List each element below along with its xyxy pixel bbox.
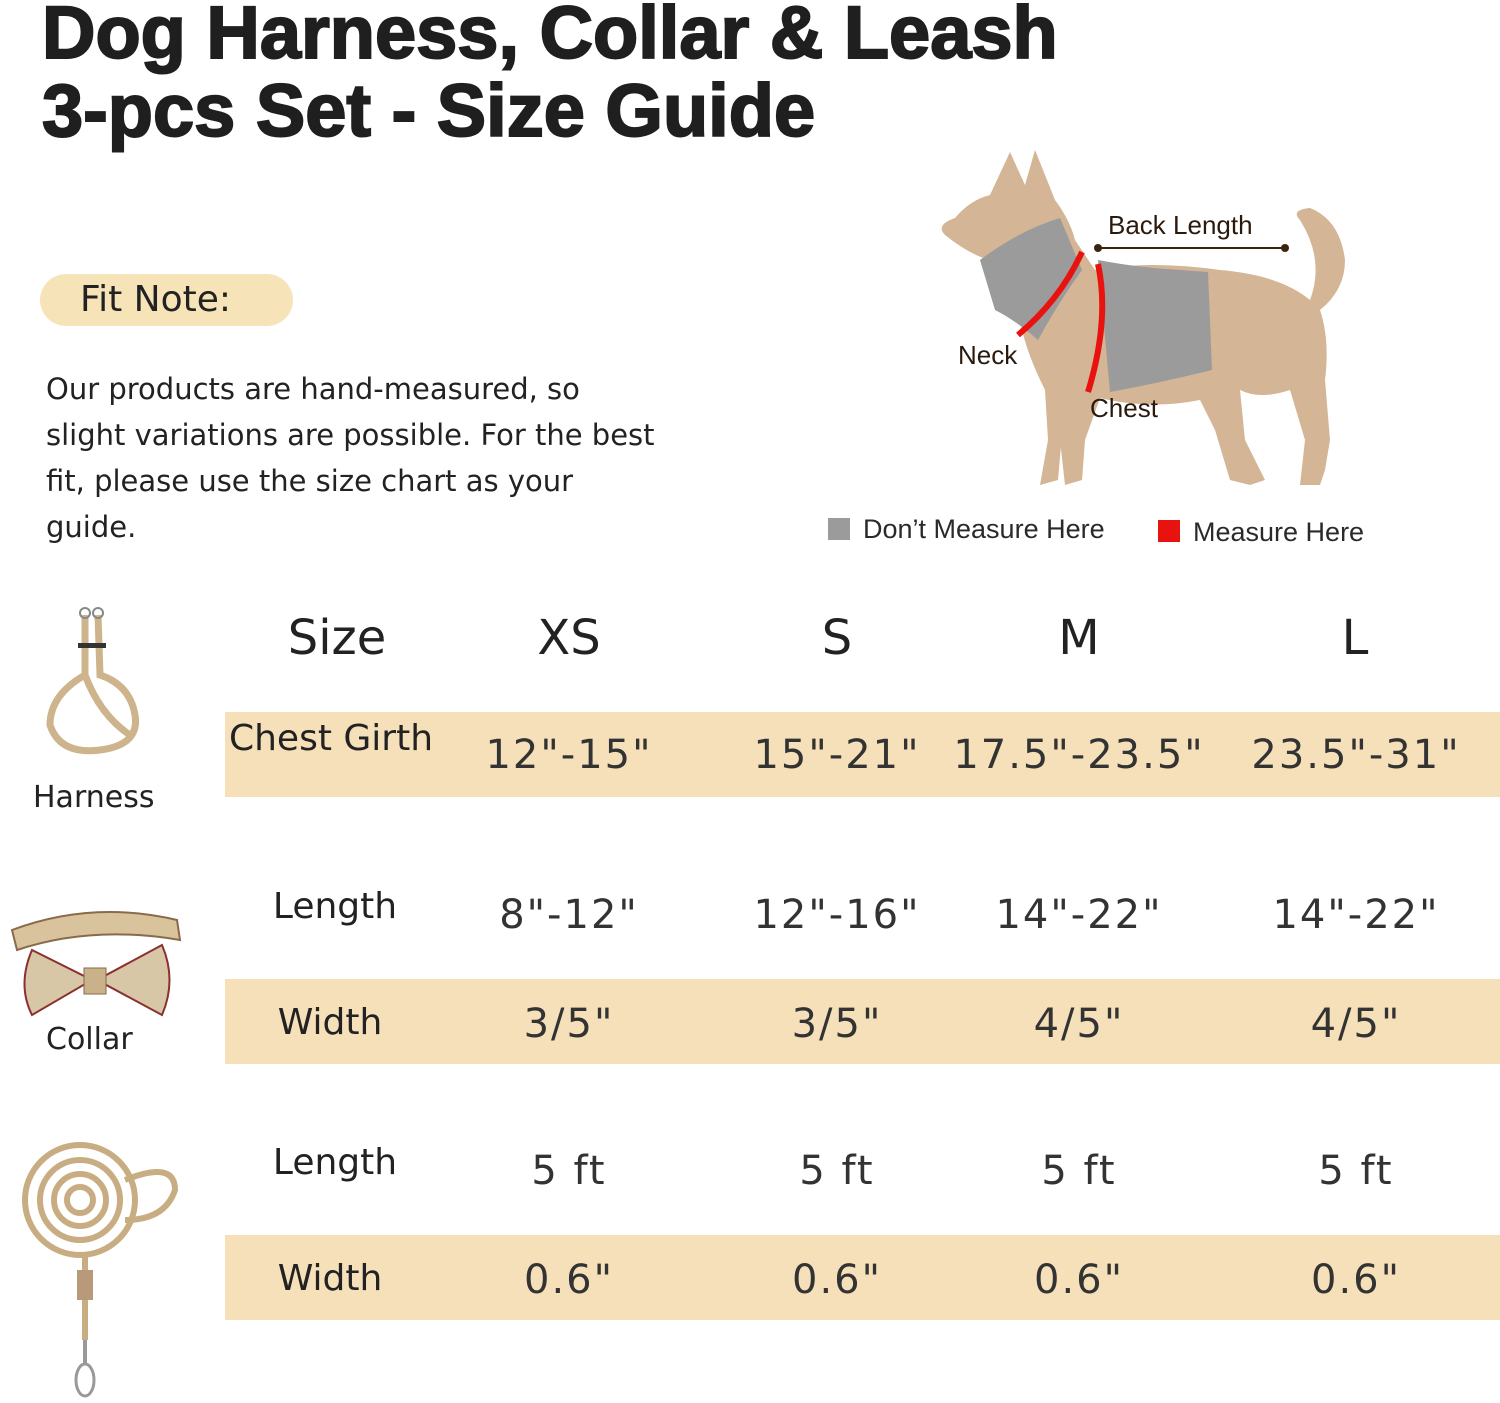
chest-label: Chest [1090,393,1158,423]
row-band [225,1235,1500,1320]
cell: 4/5" [1310,1001,1402,1047]
product-collar: Collar [46,1022,133,1057]
back-length-label: Back Length [1108,210,1253,240]
legend-measure: Measure Here [1193,517,1365,547]
cell: 0.6" [1033,1257,1125,1303]
cell: 12"-15" [485,732,653,778]
cell: 23.5"-31" [1251,732,1461,778]
cell: 4/5" [1033,1001,1125,1047]
cell: 14"-22" [1272,892,1440,938]
fit-note-badge: Fit Note: [40,274,293,326]
header-m: M [1058,610,1100,666]
row-label-leash-width: Width [277,1258,383,1299]
dog-measurement-diagram [941,150,1345,485]
cell: 5 ft [1318,1148,1394,1194]
row-band [225,712,1500,797]
row-band [225,979,1500,1064]
cell: 3/5" [523,1001,615,1047]
cell: 0.6" [1310,1257,1402,1303]
cell: 15"-21" [753,732,921,778]
row-label-leash-length: Length [272,1142,398,1183]
cell: 8"-12" [499,892,639,938]
header-s: S [821,610,853,666]
cell: 0.6" [523,1257,615,1303]
product-harness: Harness [33,780,155,815]
collar-icon [10,911,182,1017]
cell: 5 ft [1041,1148,1117,1194]
page-title: Dog Harness, Collar & Leash 3-pcs Set - … [41,0,1059,152]
cell: 14"-22" [995,892,1163,938]
title-line-1: Dog Harness, Collar & Leash [41,0,1059,74]
legend-dont-measure: Don’t Measure Here [863,514,1105,544]
cell: 12"-16" [753,892,921,938]
fit-note-text: Our products are hand-measured, so sligh… [46,372,655,544]
gray-swatch-icon [828,518,850,540]
header-xs: XS [537,610,601,666]
red-swatch-icon [1158,520,1180,542]
cell: 0.6" [791,1257,883,1303]
title-line-2: 3-pcs Set - Size Guide [41,69,816,152]
harness-icon [46,607,140,755]
header-size: Size [287,610,387,666]
neck-label: Neck [958,340,1018,370]
row-label-chest-girth: Chest Girth [228,718,434,759]
leash-icon [22,1142,179,1398]
header-l: L [1341,610,1369,666]
cell: 5 ft [799,1148,875,1194]
row-label-collar-width: Width [277,1002,383,1043]
cell: 17.5"-23.5" [953,732,1205,778]
cell: 5 ft [531,1148,607,1194]
cell: 3/5" [791,1001,883,1047]
row-label-collar-length: Length [272,886,398,927]
